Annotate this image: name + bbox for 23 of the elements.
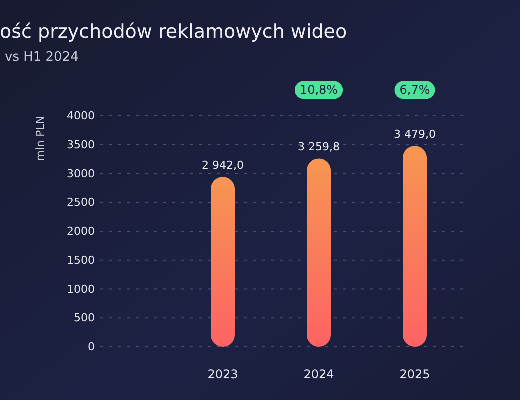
y-tick-label: 2500	[67, 196, 95, 210]
chart-title: ość przychodów reklamowych wideo	[0, 21, 348, 43]
y-tick-label: 3000	[67, 167, 95, 180]
y-tick-label: 1000	[67, 282, 95, 296]
text: 3 479,0	[394, 128, 436, 142]
y-tick-label: 500	[74, 312, 95, 325]
text: 6,7%	[400, 83, 430, 98]
y-tick-label: 3500	[67, 138, 95, 152]
y-tick-label: 2000	[67, 225, 95, 238]
text: 3 259,8	[298, 140, 340, 154]
bar	[403, 146, 427, 347]
text: 2 942,0	[202, 159, 244, 172]
x-tick-label: 2024	[304, 368, 334, 382]
x-tick-label: 2025	[400, 368, 430, 382]
text: 10,8%	[300, 83, 338, 98]
bar	[211, 177, 235, 347]
y-tick-label: 1500	[67, 254, 95, 267]
y-tick-label: 0	[88, 340, 95, 354]
y-axis-title: mln PLN	[34, 116, 47, 162]
y-tick-label: 4000	[67, 110, 95, 123]
chart-subtitle: vs H1 2024	[5, 50, 79, 65]
x-tick-label: 2023	[208, 368, 238, 382]
bar	[307, 158, 331, 347]
